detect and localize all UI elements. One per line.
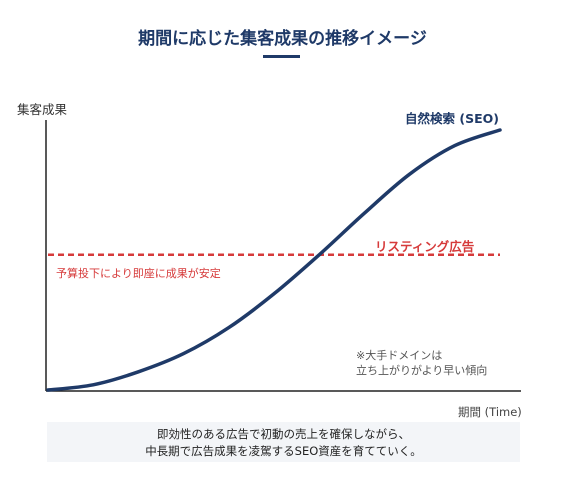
seo-annotation-line1: ※大手ドメインは bbox=[356, 349, 443, 362]
seo-series-line bbox=[46, 128, 502, 392]
summary-line2: 中長期で広告成果を凌駕するSEO資産を育てていく。 bbox=[145, 444, 422, 458]
summary-box: 即効性のある広告で初動の売上を確保しながら、 中長期で広告成果を凌駕するSEO資… bbox=[47, 422, 520, 462]
title-underline bbox=[263, 55, 300, 58]
ads-annotation: 予算投下により即座に成果が安定 bbox=[56, 267, 221, 280]
seo-annotation: ※大手ドメインは 立ち上がりがより早い傾向 bbox=[356, 348, 487, 378]
x-axis-label: 期間 (Time) bbox=[458, 405, 522, 419]
chart-title: 期間に応じた集客成果の推移イメージ bbox=[138, 29, 427, 49]
y-axis-label: 集客成果 bbox=[17, 102, 68, 117]
summary-line1: 即効性のある広告で初動の売上を確保しながら、 bbox=[157, 427, 410, 441]
seo-series-label: 自然検索 (SEO) bbox=[405, 111, 499, 126]
seo-annotation-line2: 立ち上がりがより早い傾向 bbox=[356, 364, 488, 377]
listing-ads-series-label: リスティング広告 bbox=[375, 239, 475, 254]
